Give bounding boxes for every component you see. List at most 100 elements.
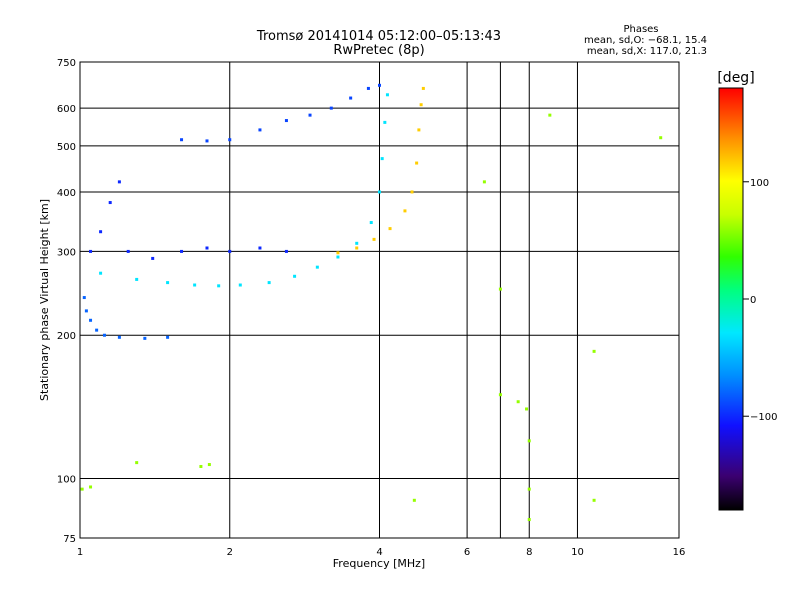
data-point: [284, 249, 288, 253]
data-point: [135, 461, 139, 465]
data-point: [372, 237, 376, 241]
y-tick-label: 500: [57, 142, 76, 153]
y-tick-label: 750: [57, 58, 76, 69]
data-point: [284, 119, 288, 123]
data-point: [378, 190, 381, 194]
y-tick-label: 400: [57, 188, 76, 199]
x-tick-label: 10: [571, 547, 584, 558]
data-point: [258, 128, 262, 132]
data-point: [355, 246, 359, 250]
x-tick-label: 2: [227, 547, 233, 558]
data-point: [315, 265, 319, 269]
data-point: [82, 296, 86, 300]
data-point: [378, 83, 381, 87]
data-point: [117, 180, 121, 184]
data-point: [205, 139, 209, 143]
data-point: [592, 349, 596, 353]
data-point: [498, 393, 502, 397]
data-point: [516, 400, 520, 404]
data-point: [403, 209, 407, 213]
data-point: [126, 249, 130, 253]
chart-subtitle: RwPretec (8p): [333, 43, 424, 58]
x-tick-label: 8: [526, 547, 532, 558]
data-point: [410, 190, 414, 194]
data-point: [412, 498, 416, 502]
data-point: [199, 464, 203, 468]
data-point: [166, 281, 170, 285]
data-point: [228, 138, 232, 142]
data-point: [415, 161, 419, 165]
data-point: [369, 221, 373, 225]
data-point: [498, 287, 502, 291]
data-point: [180, 138, 184, 142]
x-tick-label: 4: [376, 547, 382, 558]
data-point: [336, 255, 340, 259]
y-tick-label: 75: [63, 534, 76, 545]
data-point: [329, 106, 333, 110]
phase-stats-o: mean, sd,O: −68.1, 15.4: [584, 35, 707, 46]
data-point: [527, 487, 531, 491]
data-point: [383, 120, 387, 124]
colorbar-tick-label: 100: [750, 178, 769, 189]
data-point: [527, 439, 531, 443]
data-point: [84, 309, 88, 313]
data-point: [419, 103, 423, 107]
data-point: [385, 93, 389, 97]
y-tick-label: 200: [57, 331, 76, 342]
data-point: [108, 201, 112, 205]
data-point: [293, 274, 297, 278]
colorbar: [718, 87, 744, 511]
data-point: [592, 498, 596, 502]
data-point: [89, 485, 93, 489]
data-point: [102, 333, 106, 337]
data-point: [135, 277, 139, 281]
data-point: [228, 249, 232, 253]
data-points: [80, 83, 663, 522]
data-point: [89, 249, 93, 253]
data-point: [89, 318, 93, 322]
colorbar-label: [deg]: [717, 70, 754, 86]
data-point: [380, 157, 384, 161]
data-point: [527, 518, 531, 522]
data-point: [421, 86, 425, 90]
y-tick-label: 600: [57, 104, 76, 115]
data-point: [548, 113, 552, 117]
x-axis: 1 2 4 6 8 10 16: [77, 547, 686, 558]
data-point: [151, 256, 155, 260]
data-point: [217, 284, 221, 288]
data-point: [143, 336, 147, 340]
phase-stats-x: mean, sd,X: 117.0, 21.3: [587, 46, 707, 57]
y-tick-label: 300: [57, 247, 76, 258]
data-point: [166, 335, 170, 339]
colorbar-ticks: 100 0 −100: [743, 178, 777, 423]
plot-frame: [79, 61, 680, 539]
data-point: [99, 230, 103, 234]
colorbar-tick-label: −100: [750, 412, 777, 423]
y-tick-label: 100: [57, 475, 76, 486]
data-point: [117, 335, 121, 339]
y-axis: 75 100 200 300 400 500 600 750: [57, 58, 76, 545]
data-point: [388, 227, 392, 231]
data-point: [308, 113, 312, 117]
data-point: [366, 86, 370, 90]
data-point: [207, 463, 211, 467]
data-point: [336, 251, 340, 255]
data-point: [417, 128, 421, 132]
data-point: [180, 249, 184, 253]
data-point: [80, 487, 84, 491]
data-point: [205, 246, 209, 250]
x-tick-label: 1: [77, 547, 83, 558]
data-point: [525, 407, 529, 411]
grid-lines: [79, 62, 680, 538]
data-point: [99, 271, 103, 275]
data-point: [258, 246, 262, 250]
data-point: [95, 328, 99, 332]
data-point: [659, 136, 663, 140]
x-axis-label: Frequency [MHz]: [333, 557, 425, 570]
y-axis-label: Stationary phase Virtual Height [km]: [38, 199, 51, 401]
colorbar-tick-label: 0: [750, 295, 756, 306]
data-point: [355, 241, 359, 245]
x-tick-label: 6: [464, 547, 470, 558]
chart-title: Tromsø 20141014 05:12:00–05:13:43: [256, 29, 501, 44]
